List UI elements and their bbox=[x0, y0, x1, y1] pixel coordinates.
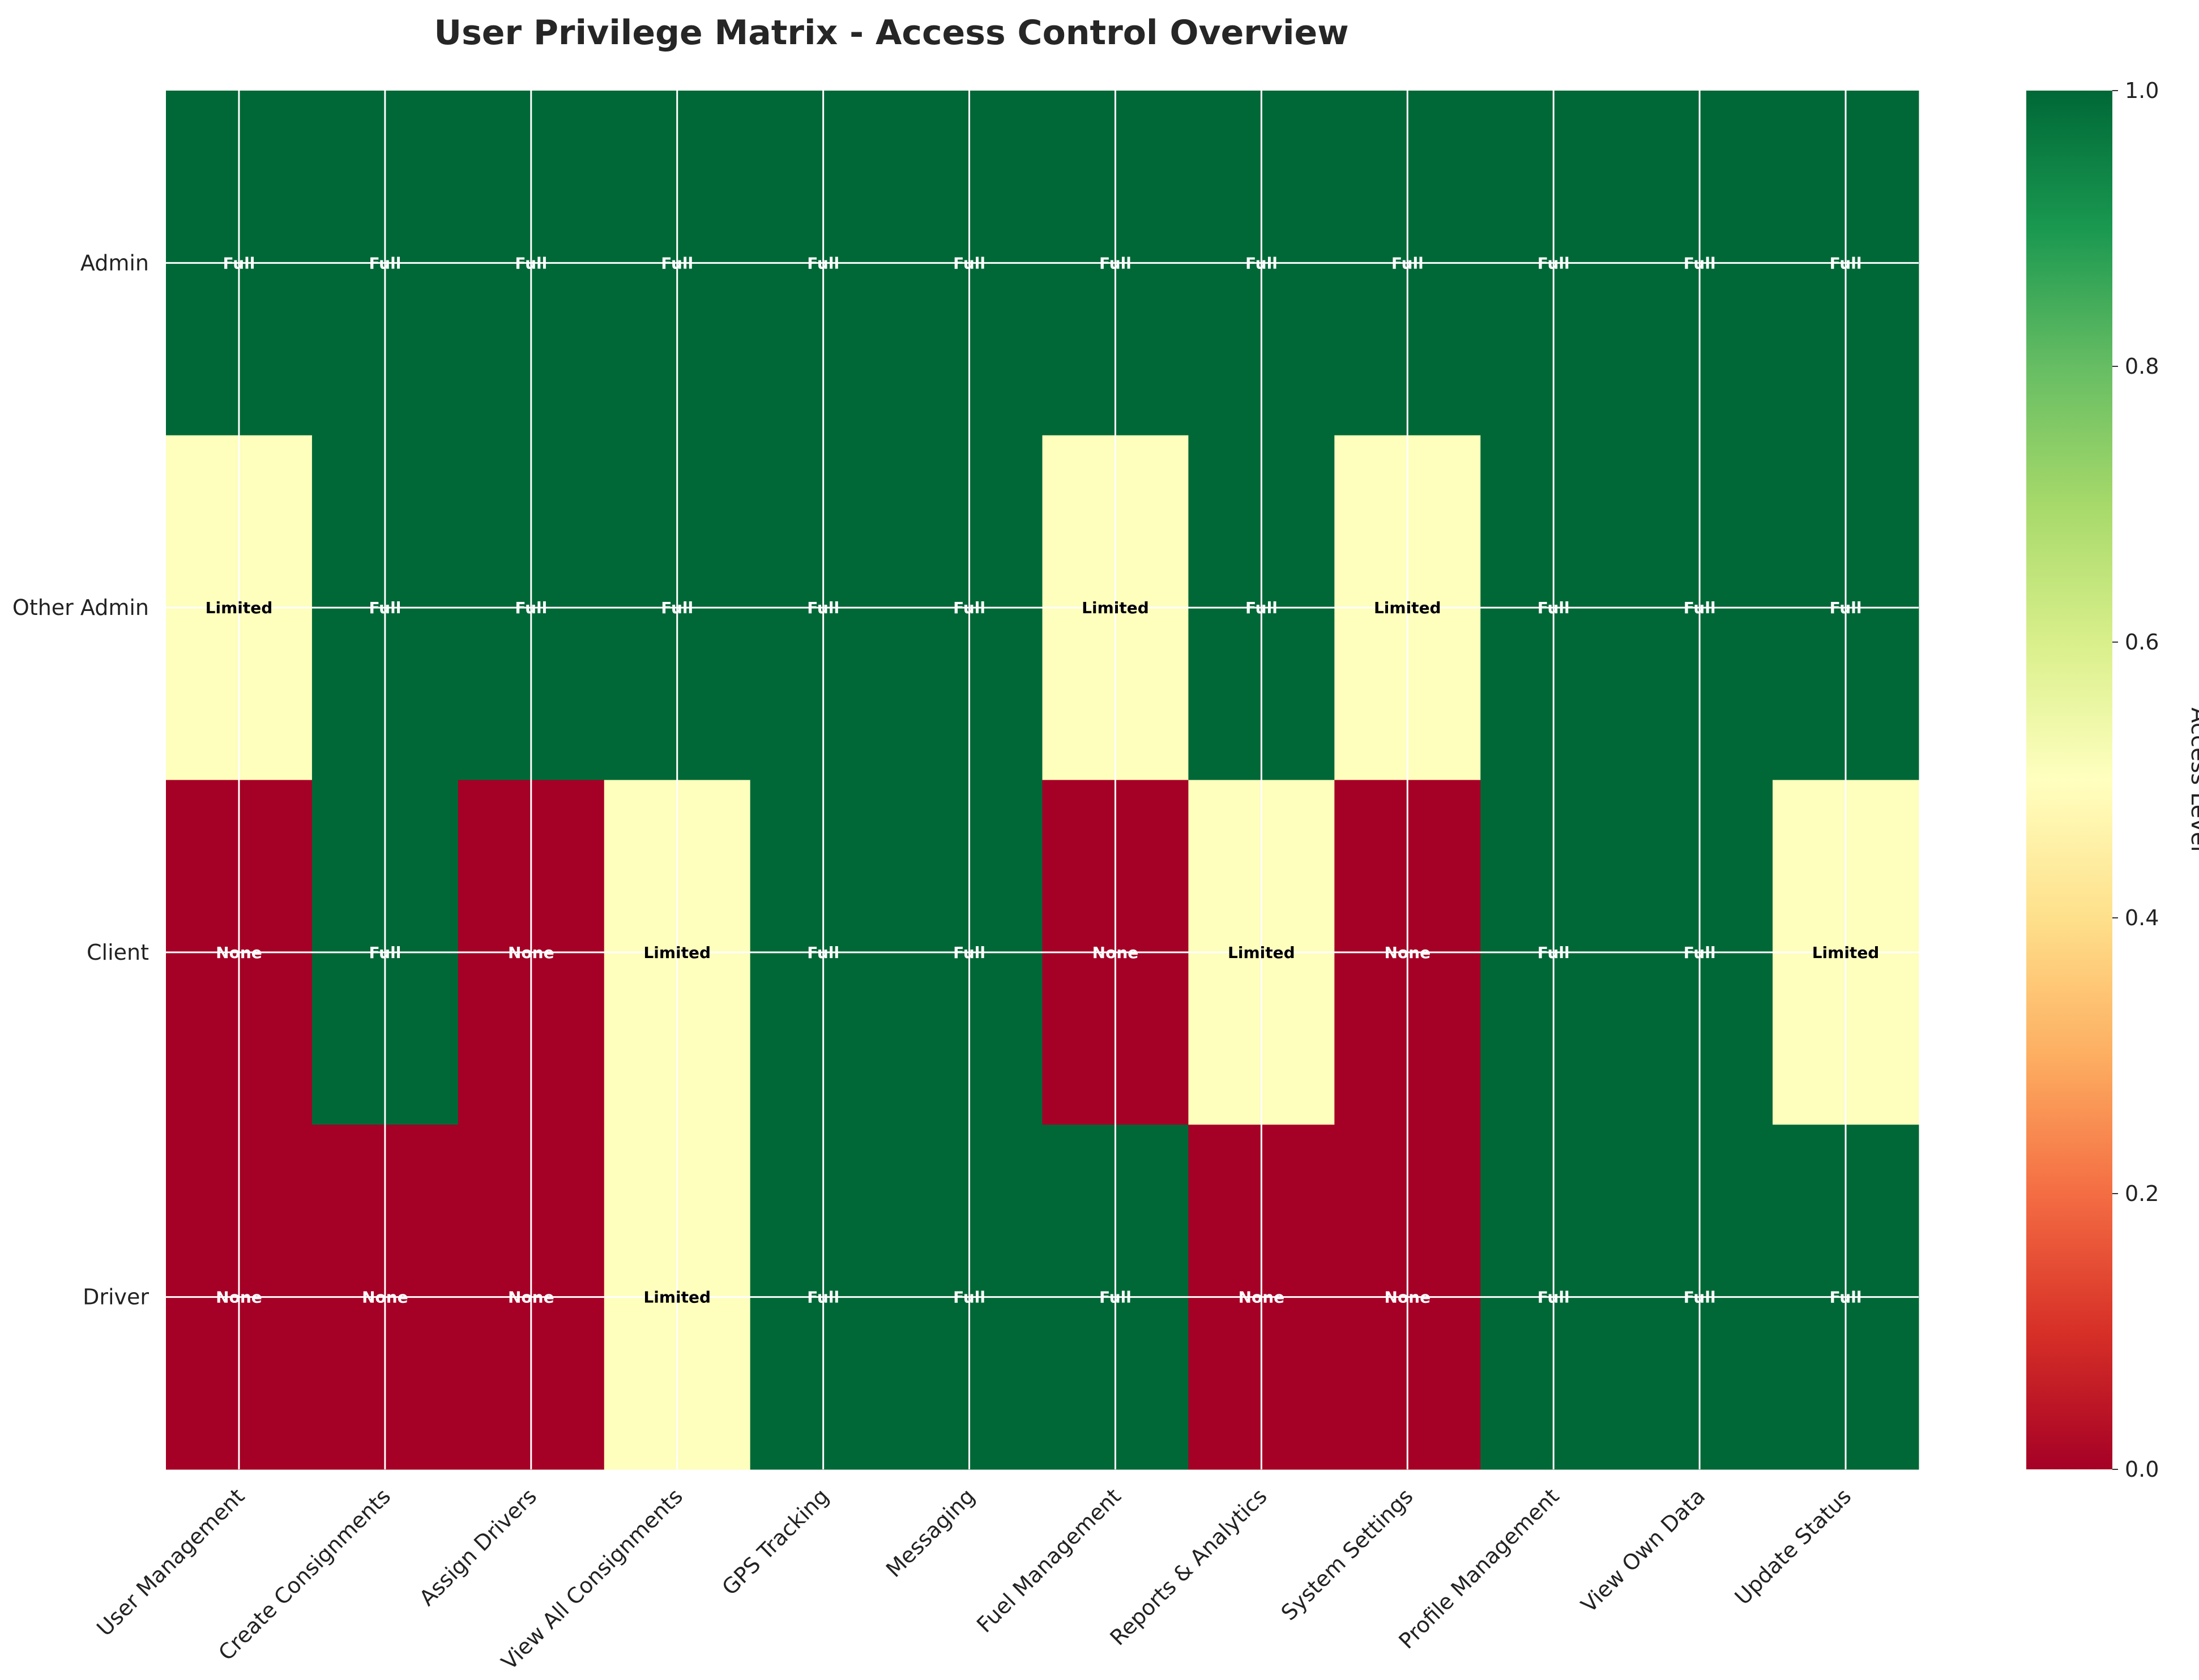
cell-value-label: Full bbox=[1830, 254, 1862, 272]
cell-value-label: Full bbox=[661, 599, 693, 617]
cell-value-label: Full bbox=[1099, 1288, 1131, 1307]
cell-value-label: None bbox=[508, 943, 554, 962]
y-tick-label: Driver bbox=[83, 1285, 149, 1310]
x-tick-label: Messaging bbox=[881, 1484, 980, 1582]
colorbar-ticks: 0.0 0.2 0.4 0.6 0.8 1.0 bbox=[2112, 78, 2159, 1482]
colorbar-tick-label: 0.2 bbox=[2125, 1181, 2159, 1206]
cell-value-label: Full bbox=[1391, 254, 1424, 272]
colorbar: 0.0 0.2 0.4 0.6 0.8 1.0 Access Level bbox=[2026, 78, 2199, 1482]
colorbar-tick-label: 0.6 bbox=[2125, 630, 2159, 655]
cell-value-label: Full bbox=[953, 599, 985, 617]
cell-value-label: Full bbox=[807, 1288, 839, 1307]
cell-value-label: Full bbox=[807, 943, 839, 962]
cell-value-label: Full bbox=[1538, 943, 1570, 962]
heatmap-cells bbox=[166, 91, 1919, 1470]
cell-value-label: Full bbox=[1538, 254, 1570, 272]
colorbar-tick-label: 0.4 bbox=[2125, 905, 2159, 930]
cell-labels: Full Full Full Full Full Full Full Full Full Full… bbox=[206, 254, 1880, 1306]
cell-value-label: None bbox=[362, 1288, 408, 1307]
cell-value-label: Full bbox=[223, 254, 255, 272]
cell-value-label: Full bbox=[1684, 1288, 1716, 1307]
x-tick-label: View Own Data bbox=[1576, 1484, 1710, 1617]
cell-value-label: None bbox=[508, 1288, 554, 1307]
x-tick-label: Reports & Analytics bbox=[1105, 1484, 1271, 1650]
cell-value-label: Full bbox=[369, 254, 401, 272]
x-tick-label: Assign Drivers bbox=[415, 1484, 541, 1610]
cell-value-label: Full bbox=[1684, 254, 1716, 272]
cell-value-label: Limited bbox=[1812, 943, 1880, 962]
cell-value-label: Full bbox=[1245, 599, 1278, 617]
colorbar-tick-label: 0.8 bbox=[2125, 354, 2159, 379]
cell-value-label: Full bbox=[1099, 254, 1131, 272]
cell-value-label: Full bbox=[1245, 254, 1278, 272]
colorbar-tick-label: 0.0 bbox=[2125, 1457, 2159, 1482]
y-tick-label: Admin bbox=[80, 250, 149, 275]
cell-value-label: Limited bbox=[1228, 943, 1295, 962]
x-tick-label: User Management bbox=[92, 1484, 249, 1641]
cell-value-label: Full bbox=[1684, 599, 1716, 617]
cell-value-label: Full bbox=[1684, 943, 1716, 962]
cell-value-label: Full bbox=[807, 599, 839, 617]
y-tick-label: Other Admin bbox=[12, 595, 149, 620]
x-tick-label: Update Status bbox=[1730, 1484, 1856, 1610]
cell-value-label: Full bbox=[1830, 1288, 1862, 1307]
x-tick-label: Profile Management bbox=[1394, 1484, 1564, 1653]
cell-value-label: Full bbox=[1538, 599, 1570, 617]
cell-value-label: None bbox=[216, 1288, 262, 1307]
cell-value-label: Full bbox=[369, 943, 401, 962]
x-tick-label: Fuel Management bbox=[972, 1484, 1126, 1638]
chart-title: User Privilege Matrix - Access Control O… bbox=[434, 13, 1348, 53]
colorbar-tick-label: 1.0 bbox=[2125, 78, 2159, 103]
y-tick-label: Client bbox=[87, 940, 149, 965]
cell-value-label: Limited bbox=[1082, 599, 1149, 617]
colorbar-gradient bbox=[2026, 91, 2112, 1469]
cell-value-label: Full bbox=[515, 599, 547, 617]
cell-value-label: Full bbox=[515, 254, 547, 272]
cell-value-label: Full bbox=[807, 254, 839, 272]
cell-value-label: Limited bbox=[643, 1288, 711, 1307]
cell-value-label: Limited bbox=[1374, 599, 1441, 617]
cell-value-label: Full bbox=[953, 1288, 985, 1307]
cell-value-label: None bbox=[1092, 943, 1139, 962]
cell-value-label: Full bbox=[369, 599, 401, 617]
cell-value-label: None bbox=[1384, 1288, 1431, 1307]
cell-value-label: Full bbox=[1538, 1288, 1570, 1307]
x-tick-label: GPS Tracking bbox=[717, 1484, 834, 1600]
x-tick-label: Create Consignments bbox=[214, 1484, 395, 1665]
y-axis-tick-labels: Admin Other Admin Client Driver bbox=[12, 250, 149, 1309]
cell-value-label: Full bbox=[953, 254, 985, 272]
cell-value-label: Full bbox=[1830, 599, 1862, 617]
cell-value-label: None bbox=[216, 943, 262, 962]
cell-value-label: Full bbox=[953, 943, 985, 962]
cell-value-label: Limited bbox=[643, 943, 711, 962]
x-tick-label: System Settings bbox=[1276, 1484, 1418, 1625]
cell-value-label: Limited bbox=[206, 599, 273, 617]
cell-value-label: None bbox=[1239, 1288, 1285, 1307]
cell-value-label: None bbox=[1384, 943, 1431, 962]
cell-value-label: Full bbox=[661, 254, 693, 272]
colorbar-label: Access Level bbox=[2186, 707, 2199, 852]
grid-lines bbox=[166, 91, 1919, 1469]
